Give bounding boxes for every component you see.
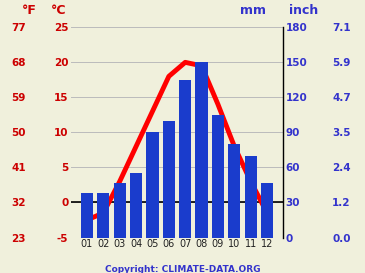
Bar (228, 144, 241, 238)
Bar (81, 193, 93, 238)
Bar (212, 115, 224, 238)
Bar (245, 156, 257, 238)
Bar (146, 132, 159, 238)
Bar (261, 183, 273, 238)
Text: Copyright: CLIMATE-DATA.ORG: Copyright: CLIMATE-DATA.ORG (105, 265, 260, 273)
Bar (114, 183, 126, 238)
Bar (97, 193, 110, 238)
Bar (163, 121, 175, 238)
Bar (195, 62, 208, 238)
Text: inch: inch (289, 4, 319, 17)
Bar (179, 80, 191, 238)
Text: mm: mm (240, 4, 266, 17)
Text: °F: °F (22, 4, 36, 17)
Text: °C: °C (51, 4, 66, 17)
Bar (130, 173, 142, 238)
